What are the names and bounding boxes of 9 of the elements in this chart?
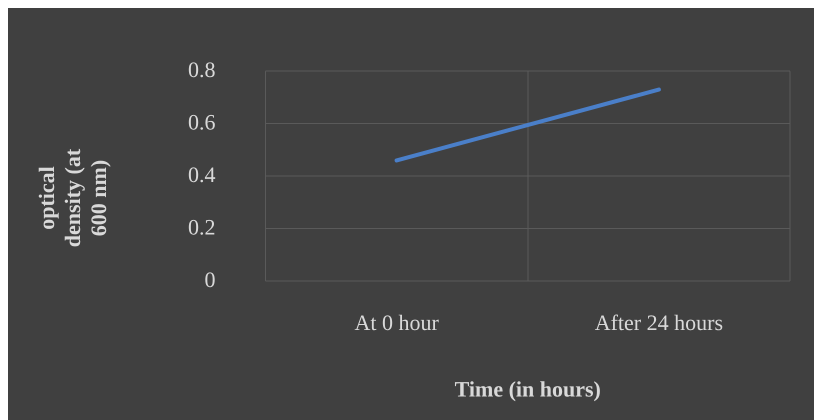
y-tick-label: 0.4 [188, 162, 216, 187]
y-axis-title: optical density (at 600 nm) [34, 148, 112, 250]
y-tick-label: 0.2 [188, 214, 216, 240]
y-tick-label: 0 [204, 266, 216, 292]
y-tick-label: 0.8 [188, 56, 216, 82]
x-axis-title: Time (in hours) [454, 376, 601, 402]
x-tick-label: After 24 hours [594, 310, 724, 336]
y-tick-label: 0.6 [188, 109, 216, 134]
x-tick-label: At 0 hour [354, 310, 440, 336]
